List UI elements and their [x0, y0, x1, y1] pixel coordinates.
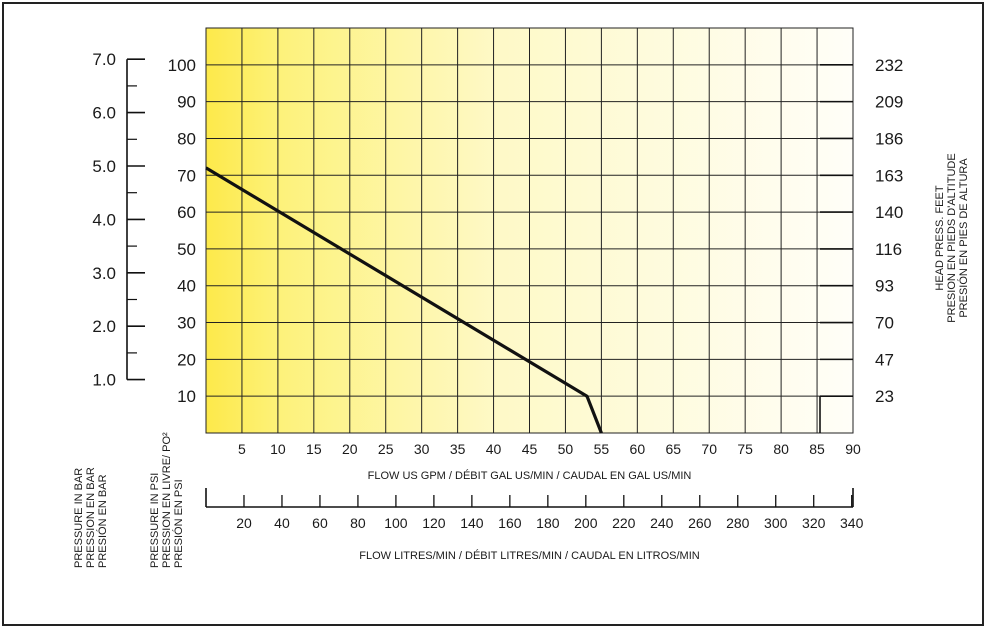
x-tick-label: 90 [845, 441, 861, 457]
bar-axis-title-line: PRESSURE IN BAR [73, 468, 85, 568]
litres-tick-label: 140 [460, 515, 484, 531]
x-axis-title-litres: FLOW LITRES/MIN / DÉBIT LITRES/MIN / CAU… [359, 549, 699, 562]
psi-tick-label: 40 [177, 277, 196, 296]
x-tick-label: 55 [594, 441, 610, 457]
feet-tick-label: 232 [875, 56, 903, 75]
feet-tick-label: 209 [875, 93, 903, 112]
litres-tick-label: 160 [498, 515, 522, 531]
litres-tick-label: 320 [802, 515, 826, 531]
feet-tick-label: 140 [875, 203, 903, 222]
litres-tick-label: 280 [726, 515, 750, 531]
feet-tick-label: 70 [875, 314, 894, 333]
bar-tick-label: 6.0 [92, 104, 116, 123]
psi-tick-label: 100 [168, 56, 196, 75]
x-tick-label: 80 [773, 441, 789, 457]
x-axis-title-gpm: FLOW US GPM / DÉBIT GAL US/MIN / CAUDAL … [368, 469, 692, 482]
x-tick-label: 50 [558, 441, 574, 457]
bar-axis-title-line: PRESSION EN BAR [85, 467, 97, 568]
x-tick-label: 75 [737, 441, 753, 457]
litres-tick-label: 300 [764, 515, 788, 531]
litres-tick-label: 40 [274, 515, 290, 531]
tick-labels: 5 10 15 20 25 30 35 40 45 50 55 60 65 70 75 80 85 90 10 20 3… [92, 50, 903, 531]
x-tick-label: 85 [809, 441, 825, 457]
bar-tick-label: 3.0 [92, 264, 116, 283]
x-tick-label: 15 [306, 441, 322, 457]
litres-tick-label: 200 [574, 515, 598, 531]
litres-tick-label: 340 [840, 515, 864, 531]
bar-tick-label: 1.0 [92, 371, 116, 390]
grid [206, 28, 853, 433]
psi-tick-label: 20 [177, 350, 196, 369]
axis-titles: FLOW US GPM / DÉBIT GAL US/MIN / CAUDAL … [73, 153, 970, 568]
psi-tick-label: 80 [177, 129, 196, 148]
litres-tick-label: 260 [688, 515, 712, 531]
x-tick-label: 5 [238, 441, 246, 457]
feet-tick-label: 23 [875, 387, 894, 406]
x-tick-label: 35 [450, 441, 466, 457]
feet-axis-title-line: HEAD PRESS. FEET [934, 185, 946, 290]
psi-axis-title-line: PRESSURE IN PSI [149, 473, 161, 568]
litres-tick-label: 220 [612, 515, 636, 531]
feet-tick-label: 116 [875, 240, 902, 259]
litres-tick-label: 100 [384, 515, 408, 531]
bar-axis-title-line: PRESIÓN EN BAR [96, 474, 109, 568]
axes [126, 58, 854, 508]
x-tick-label: 30 [414, 441, 430, 457]
bar-tick-label: 4.0 [92, 210, 116, 229]
litres-tick-label: 60 [312, 515, 328, 531]
litres-tick-label: 180 [536, 515, 560, 531]
litres-tick-label: 120 [422, 515, 446, 531]
x-tick-label: 60 [630, 441, 646, 457]
series [205, 166, 603, 434]
x-tick-label: 65 [665, 441, 681, 457]
psi-tick-label: 30 [177, 314, 196, 333]
feet-axis-title: HEAD PRESS. FEET PRESION EN PIEDS D'ALTIT… [934, 153, 970, 322]
psi-axis-title-line: PRESSION EN LIVRE/ PO² [161, 432, 173, 568]
psi-axis-title: PRESSURE IN PSI PRESSION EN LIVRE/ PO² PRE… [149, 432, 185, 568]
litres-tick-label: 240 [650, 515, 674, 531]
psi-axis-title-line: PRESIÓN EN PSI [172, 479, 185, 568]
psi-tick-label: 70 [177, 166, 196, 185]
bar-tick-label: 5.0 [92, 157, 116, 176]
x-tick-label: 20 [342, 441, 358, 457]
feet-tick-label: 186 [875, 129, 903, 148]
pump-curve-line [205, 166, 603, 434]
litres-tick-label: 20 [236, 515, 252, 531]
psi-tick-label: 90 [177, 93, 196, 112]
feet-tick-label: 93 [875, 277, 894, 296]
x-tick-label: 10 [270, 441, 286, 457]
bar-tick-label: 2.0 [92, 317, 116, 336]
x-tick-label: 25 [378, 441, 394, 457]
bar-axis-title: PRESSURE IN BAR PRESSION EN BAR PRESIÓN EN… [73, 467, 109, 568]
bar-tick-label: 7.0 [92, 50, 116, 69]
psi-tick-label: 50 [177, 240, 196, 259]
feet-axis-title-line: PRESION EN PIEDS D'ALTITUDE [946, 153, 958, 322]
psi-tick-label: 10 [177, 387, 196, 406]
feet-axis-title-line: PRESIÓN EN PIES DE ALTURA [957, 158, 970, 318]
feet-tick-label: 163 [875, 166, 903, 185]
x-tick-label: 40 [486, 441, 502, 457]
x-tick-label: 70 [701, 441, 717, 457]
psi-tick-label: 60 [177, 203, 196, 222]
litres-tick-label: 80 [350, 515, 366, 531]
feet-tick-label: 47 [875, 350, 894, 369]
x-tick-label: 45 [522, 441, 538, 457]
